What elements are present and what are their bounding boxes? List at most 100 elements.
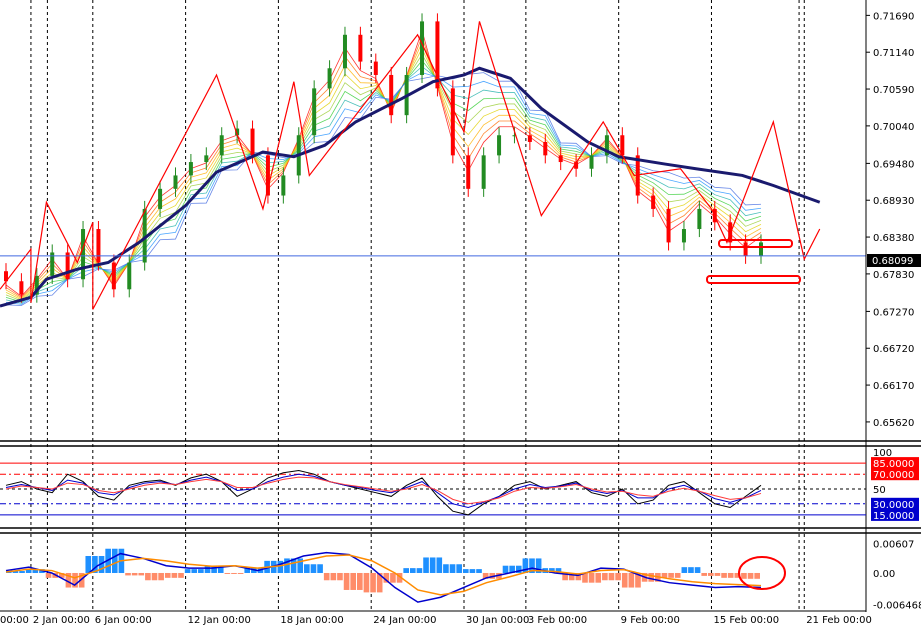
candle-body-2[interactable] <box>34 275 39 295</box>
time-label-0: 2 Jan 00:00 <box>33 615 90 626</box>
candle-body-10[interactable] <box>158 188 163 209</box>
macd-bar-35-1 <box>708 572 714 576</box>
macd-bar-20-0 <box>403 568 409 573</box>
macd-panel: 0.00607 0.00 -0.0064687 <box>5 540 921 611</box>
macd-bar-7-2 <box>158 572 164 581</box>
macd-bar-11-0 <box>224 572 231 574</box>
candle-body-12[interactable] <box>188 162 193 176</box>
macd-bar-14-1 <box>290 558 297 573</box>
ribbon-line-3 <box>5 47 762 301</box>
candle-body-43[interactable] <box>666 208 671 243</box>
candle-body-39[interactable] <box>604 135 609 156</box>
macd-bar-19-0 <box>383 572 390 583</box>
candle-body-11[interactable] <box>173 175 178 189</box>
price-tick-label-4: 0.69480 <box>873 159 914 170</box>
macd-bar-2-2 <box>58 572 65 578</box>
candle-body-29[interactable] <box>450 88 455 156</box>
macd-bar-14-2 <box>297 558 304 573</box>
candle-body-49[interactable] <box>759 242 763 256</box>
candle-body-35[interactable] <box>543 141 548 156</box>
candle-body-5[interactable] <box>81 229 86 280</box>
macd-bar-30-1 <box>608 572 615 581</box>
candle-body-7[interactable] <box>111 262 116 290</box>
candle-body-17[interactable] <box>265 155 270 196</box>
price-tick-label-10: 0.66170 <box>873 381 914 392</box>
macd-bar-26-2 <box>535 558 542 573</box>
macd-bar-34-0 <box>681 567 688 573</box>
macd-bar-14-0 <box>284 558 290 573</box>
osc-series-0 <box>5 469 762 516</box>
macd-bar-10-2 <box>217 565 224 573</box>
candle-body-0[interactable] <box>4 271 8 282</box>
candle-body-14[interactable] <box>219 135 224 156</box>
oscillator-levels <box>0 462 866 516</box>
candle-body-37[interactable] <box>574 162 579 169</box>
candle-body-38[interactable] <box>589 155 594 169</box>
macd-bar-16-0 <box>323 572 330 581</box>
macd-bar-4-2 <box>98 556 105 573</box>
macd-bar-21-2 <box>436 557 443 573</box>
candle-body-31[interactable] <box>481 155 486 189</box>
time-label-2: 12 Jan 00:00 <box>188 615 251 626</box>
macd-series-0 <box>5 551 762 603</box>
candle-body-3[interactable] <box>50 252 55 276</box>
candle-body-13[interactable] <box>204 155 209 163</box>
osc-tick-label-1: 85.0000 <box>873 459 914 470</box>
candle-body-23[interactable] <box>358 34 363 62</box>
macd-bar-10-1 <box>211 565 217 573</box>
candle-body-48[interactable] <box>743 242 748 256</box>
candle-body-30[interactable] <box>466 155 471 189</box>
candle-body-16[interactable] <box>250 128 255 156</box>
candle-body-4[interactable] <box>65 252 70 280</box>
macd-bar-34-1 <box>688 567 694 573</box>
price-tick-label-9: 0.66720 <box>873 344 914 355</box>
macd-bar-3-0 <box>65 572 72 588</box>
candle-body-15[interactable] <box>235 128 240 136</box>
macd-bar-21-0 <box>423 557 429 573</box>
macd-lines <box>5 551 762 603</box>
candle-body-25[interactable] <box>389 74 394 116</box>
candle-body-32[interactable] <box>497 135 502 156</box>
macd-bar-36-2 <box>734 572 741 578</box>
macd-bar-11-1 <box>231 572 237 574</box>
macd-bar-6-0 <box>125 572 131 576</box>
candle-body-27[interactable] <box>420 21 425 75</box>
macd-bar-15-2 <box>317 564 323 573</box>
macd-series-1 <box>5 554 762 596</box>
candle-body-20[interactable] <box>312 88 317 136</box>
candle-body-28[interactable] <box>435 21 440 89</box>
candle-body-18[interactable] <box>281 175 286 196</box>
time-label-partial: 00:00 <box>0 615 29 626</box>
macd-bar-10-0 <box>204 565 211 573</box>
annotation-box-lower <box>706 275 801 284</box>
macd-bar-36-0 <box>721 572 727 578</box>
macd-bar-26-0 <box>522 558 529 573</box>
candlesticks[interactable] <box>4 13 763 303</box>
candle-body-44[interactable] <box>681 229 686 243</box>
macd-bar-28-1 <box>568 572 575 581</box>
osc-series-2 <box>5 476 762 505</box>
macd-bar-33-0 <box>661 572 668 578</box>
candle-body-9[interactable] <box>142 208 147 263</box>
macd-bar-30-2 <box>615 572 621 581</box>
time-label-6: 3 Feb 00:00 <box>528 615 587 626</box>
candle-body-45[interactable] <box>697 208 702 230</box>
candle-body-24[interactable] <box>373 61 378 75</box>
macd-bar-29-0 <box>582 572 588 583</box>
candle-body-6[interactable] <box>96 229 101 263</box>
macd-bar-23-0 <box>462 569 469 573</box>
candle-body-22[interactable] <box>342 34 347 69</box>
macd-bar-23-1 <box>469 569 476 573</box>
candle-body-33[interactable] <box>512 135 517 137</box>
candle-body-40[interactable] <box>620 135 625 156</box>
osc-tick-label-0: 100 <box>873 448 892 459</box>
candle-body-36[interactable] <box>558 155 563 163</box>
price-tick-label-6: 0.68380 <box>873 233 914 244</box>
candle-body-1[interactable] <box>19 281 24 295</box>
candle-body-42[interactable] <box>651 195 656 209</box>
candle-body-8[interactable] <box>127 262 132 290</box>
candle-body-21[interactable] <box>327 68 332 89</box>
candle-body-34[interactable] <box>527 135 532 142</box>
macd-bar-17-2 <box>357 572 363 590</box>
